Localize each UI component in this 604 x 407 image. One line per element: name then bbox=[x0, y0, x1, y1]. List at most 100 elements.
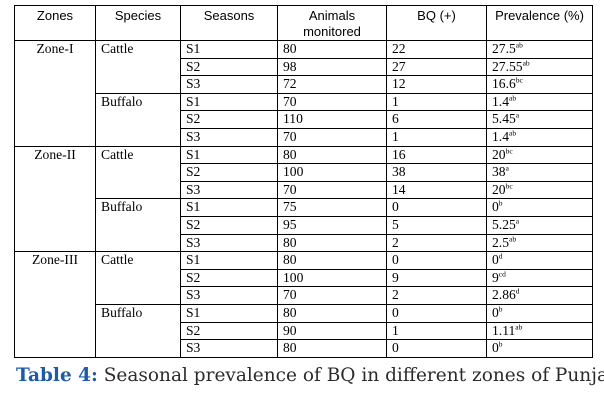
table-row: Buffalo S1 80 0 0b bbox=[15, 303, 593, 358]
season-cell: S1 bbox=[180, 251, 278, 270]
significance-superscript: b bbox=[498, 304, 503, 314]
significance-superscript: d bbox=[515, 286, 520, 296]
season-cell: S3 bbox=[180, 180, 278, 200]
significance-superscript: b bbox=[498, 339, 503, 349]
prevalence-value: 1.4 bbox=[492, 93, 509, 109]
species-cell: Buffalo bbox=[95, 303, 181, 358]
table-row: Buffalo S1 70 1 1.4ab bbox=[15, 92, 593, 147]
prevalence-value: 27.55 bbox=[492, 58, 523, 74]
significance-superscript: ab bbox=[509, 128, 517, 138]
animals-cell: 80 bbox=[277, 251, 387, 270]
bq-cell: 1 bbox=[386, 92, 487, 112]
prevalence-cell: 0b bbox=[486, 198, 593, 217]
season-cell: S3 bbox=[180, 286, 278, 305]
prevalence-cell: 5.25a bbox=[486, 215, 593, 235]
prevalence-cell: 20bc bbox=[486, 180, 593, 200]
season-cell: S2 bbox=[180, 321, 278, 341]
prevalence-cell: 27.55ab bbox=[486, 57, 593, 77]
animals-cell: 90 bbox=[277, 321, 387, 341]
prevalence-value: 2.86 bbox=[492, 287, 516, 303]
animals-cell: 80 bbox=[277, 145, 387, 165]
season-cell: S3 bbox=[180, 75, 278, 94]
prevalence-cell: 1.11ab bbox=[486, 321, 593, 341]
prevalence-value: 38 bbox=[492, 164, 506, 180]
season-cell: S2 bbox=[180, 57, 278, 77]
season-cell: S2 bbox=[180, 215, 278, 235]
significance-superscript: cd bbox=[498, 269, 506, 279]
bq-cell: 12 bbox=[386, 75, 487, 94]
zone-cell: Zone-I bbox=[14, 40, 96, 147]
caption-text: Seasonal prevalence of BQ in different z… bbox=[97, 365, 604, 386]
table-body: Zone-I Cattle S1 80 22 27.5ab S2 98 27 27.55ab S3 7… bbox=[14, 40, 593, 358]
bq-cell: 5 bbox=[386, 215, 487, 235]
bq-cell: 2 bbox=[386, 286, 487, 305]
prevalence-cell: 0b bbox=[486, 303, 593, 323]
prevalence-cell: 5.45a bbox=[486, 110, 593, 129]
prevalence-cell: 38a bbox=[486, 163, 593, 182]
significance-superscript: ab bbox=[515, 40, 523, 50]
header-bq-positive: BQ (+) bbox=[386, 5, 487, 41]
prevalence-value: 0 bbox=[492, 252, 499, 268]
bq-cell: 0 bbox=[386, 303, 487, 323]
zone-cell: Zone-II bbox=[14, 145, 96, 253]
animals-cell: 80 bbox=[277, 303, 387, 323]
species-cell: Cattle bbox=[95, 145, 181, 200]
bq-cell: 0 bbox=[386, 339, 487, 358]
season-cell: S3 bbox=[180, 127, 278, 147]
header-animals-monitored: Animals monitored bbox=[277, 5, 387, 41]
season-cell: S3 bbox=[180, 339, 278, 358]
prevalence-cell: 2.5ab bbox=[486, 233, 593, 253]
prevalence-table: Zones Species Seasons Animals monitored … bbox=[14, 5, 593, 358]
significance-superscript: ab bbox=[522, 58, 530, 68]
species-cell: Cattle bbox=[95, 251, 181, 305]
prevalence-cell: 27.5ab bbox=[486, 40, 593, 59]
animals-cell: 95 bbox=[277, 215, 387, 235]
bq-cell: 38 bbox=[386, 163, 487, 182]
bq-cell: 1 bbox=[386, 127, 487, 147]
animals-cell: 70 bbox=[277, 92, 387, 112]
table-row: Zone-I Cattle S1 80 22 27.5ab bbox=[14, 40, 593, 147]
prevalence-value: 0 bbox=[492, 340, 499, 356]
animals-cell: 80 bbox=[277, 339, 387, 358]
header-seasons: Seasons bbox=[180, 5, 278, 41]
table-row: S3 70 2 2.86d bbox=[15, 286, 593, 305]
species-cell: Buffalo bbox=[95, 92, 181, 147]
bq-cell: 0 bbox=[386, 198, 487, 217]
prevalence-value: 5.25 bbox=[492, 216, 516, 232]
animals-cell: 70 bbox=[277, 180, 387, 200]
table-row: Buffalo S1 75 0 0b bbox=[15, 198, 593, 253]
species-cell: Buffalo bbox=[95, 198, 181, 253]
significance-superscript: bc bbox=[515, 75, 523, 85]
season-cell: S2 bbox=[180, 110, 278, 129]
table-row: S3 70 14 20bc bbox=[15, 180, 593, 200]
table-container: Zones Species Seasons Animals monitored … bbox=[14, 5, 593, 358]
season-cell: S1 bbox=[180, 145, 278, 165]
table-row: S2 95 5 5.25a bbox=[15, 215, 593, 235]
animals-cell: 72 bbox=[277, 75, 387, 94]
significance-superscript: ab bbox=[515, 321, 523, 331]
significance-superscript: b bbox=[498, 198, 503, 208]
animals-cell: 98 bbox=[277, 57, 387, 77]
season-cell: S1 bbox=[180, 92, 278, 112]
prevalence-cell: 1.4ab bbox=[486, 92, 593, 112]
table-row: S2 90 1 1.11ab bbox=[15, 321, 593, 341]
prevalence-value: 1.4 bbox=[492, 128, 509, 144]
season-cell: S1 bbox=[180, 303, 278, 323]
species-cell: Cattle bbox=[95, 40, 181, 94]
table-row: Zone-II Cattle S1 80 16 20bc bbox=[14, 145, 593, 253]
header-row: Zones Species Seasons Animals monitored … bbox=[14, 5, 593, 41]
zone-cell: Zone-III bbox=[14, 251, 96, 358]
bq-cell: 22 bbox=[386, 40, 487, 59]
significance-superscript: ab bbox=[509, 93, 517, 103]
animals-cell: 100 bbox=[277, 163, 387, 182]
season-cell: S2 bbox=[180, 163, 278, 182]
table-row: Zone-III Cattle S1 80 0 0d bbox=[14, 251, 593, 358]
bq-cell: 6 bbox=[386, 110, 487, 129]
prevalence-value: 27.5 bbox=[492, 41, 516, 56]
prevalence-value: 0 bbox=[492, 304, 499, 320]
bq-cell: 27 bbox=[386, 57, 487, 77]
prevalence-cell: 2.86d bbox=[486, 286, 593, 305]
animals-cell: 100 bbox=[277, 268, 387, 288]
prevalence-value: 1.11 bbox=[492, 322, 516, 338]
prevalence-value: 20 bbox=[492, 181, 506, 197]
